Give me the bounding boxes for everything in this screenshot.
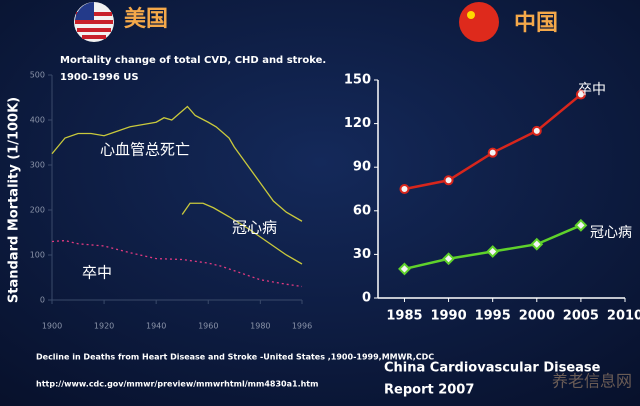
point	[574, 218, 588, 232]
y-tick-label: 500	[30, 71, 45, 80]
series-label: 冠心病	[590, 225, 632, 241]
report-title: China Cardiovascular Disease	[384, 361, 601, 376]
y-tick-label: 100	[30, 251, 45, 260]
cn-flag	[459, 2, 499, 42]
chart-title: Mortality change of total CVD, CHD and s…	[60, 55, 326, 66]
y-tick-label: 200	[30, 206, 45, 215]
series-label: 冠心病	[232, 219, 277, 237]
point	[443, 175, 454, 186]
source-line: Decline in Deaths from Heart Disease and…	[36, 353, 434, 362]
x-tick-label: 1985	[386, 309, 422, 324]
x-tick-label: 1940	[146, 322, 166, 331]
point	[531, 125, 542, 136]
point	[575, 89, 586, 100]
point	[398, 262, 411, 276]
y-tick-label: 0	[362, 291, 371, 306]
y-axis-label: Standard Mortality (1/100K)	[7, 97, 22, 303]
report-year: Report 2007	[384, 383, 474, 398]
header-left: 美国	[124, 6, 168, 32]
x-tick-label: 1900	[42, 322, 62, 331]
us-flag	[74, 2, 114, 42]
point	[530, 237, 544, 251]
series-label: 卒中	[578, 82, 606, 98]
y-tick-label: 0	[40, 296, 45, 305]
point	[486, 245, 500, 258]
point	[399, 184, 410, 194]
x-tick-label: 1995	[475, 309, 511, 324]
y-tick-label: 120	[344, 116, 371, 131]
series-label: 卒中	[82, 264, 112, 282]
header-right: 中国	[514, 11, 558, 36]
source-url: http://www.cdc.gov/mmwr/preview/mmwrhtml…	[36, 380, 318, 389]
point	[487, 147, 498, 158]
x-tick-label: 2010	[607, 309, 640, 324]
point	[442, 252, 455, 266]
y-tick-label: 150	[344, 73, 371, 88]
y-tick-label: 400	[30, 116, 45, 125]
x-tick-label: 1960	[198, 322, 218, 331]
series-line	[181, 202, 303, 265]
x-tick-label: 2000	[519, 309, 555, 324]
y-tick-label: 90	[353, 160, 371, 175]
chart-subtitle: 1900-1996 US	[60, 72, 139, 83]
series-line	[51, 105, 303, 222]
x-tick-label: 1920	[94, 322, 114, 331]
y-tick-label: 300	[30, 161, 45, 170]
y-tick-label: 30	[353, 247, 371, 262]
y-tick-label: 60	[353, 203, 371, 218]
series-label: 心血管总死亡	[100, 141, 190, 159]
x-tick-label: 1990	[430, 309, 466, 324]
series-line	[51, 239, 303, 288]
x-tick-label: 2005	[563, 309, 599, 324]
watermark: 养老信息网	[552, 372, 632, 391]
x-tick-label: 1996	[292, 322, 312, 331]
x-tick-label: 1980	[250, 322, 270, 331]
